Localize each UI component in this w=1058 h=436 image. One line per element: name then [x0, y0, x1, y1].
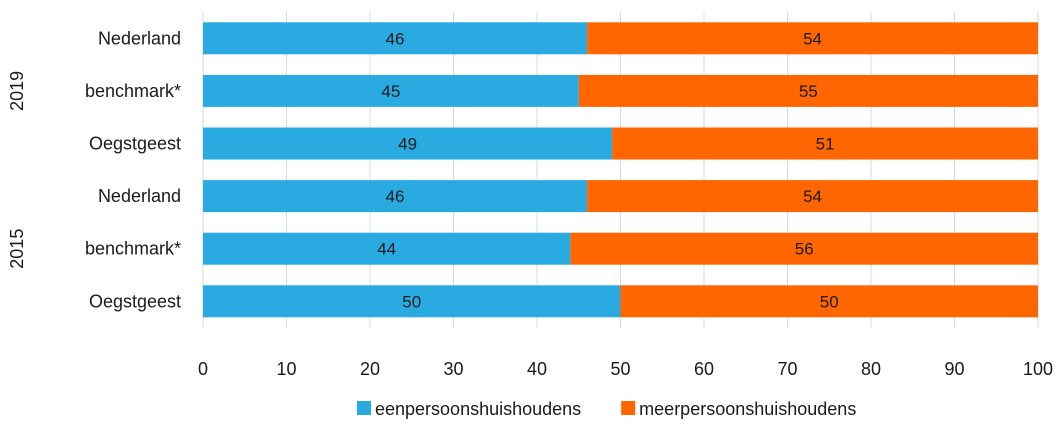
category-label: Oegstgeest — [89, 134, 181, 154]
data-label: 54 — [803, 187, 822, 206]
group-label: 2015 — [7, 229, 27, 269]
data-label: 49 — [398, 135, 417, 154]
category-label: Nederland — [98, 186, 181, 206]
x-tick-label: 60 — [694, 359, 714, 379]
bar-segment — [203, 232, 571, 265]
bar-segment — [203, 180, 588, 213]
x-tick-label: 50 — [610, 359, 630, 379]
legend-label: eenpersoonshuishoudens — [375, 399, 581, 419]
category-labels: Nederland benchmark* Oegstgeest Nederland be… — [85, 28, 181, 311]
bar-segment — [587, 180, 1038, 213]
bar-segment — [587, 22, 1038, 55]
category-label: Oegstgeest — [89, 291, 181, 311]
category-label: Nederland — [98, 28, 181, 48]
data-label: 55 — [799, 82, 818, 101]
data-label: 44 — [377, 240, 396, 259]
x-tick-label: 90 — [944, 359, 964, 379]
x-tick-label: 30 — [443, 359, 463, 379]
data-label: 51 — [816, 135, 835, 154]
group-label: 2019 — [7, 71, 27, 111]
legend: eenpersoonshuishoudens meerpersoonshuisho… — [357, 399, 856, 419]
bar-segment — [612, 127, 1038, 160]
data-label: 50 — [402, 292, 421, 311]
x-tick-label: 40 — [527, 359, 547, 379]
bar-segment — [578, 74, 1038, 107]
legend-swatch — [357, 401, 371, 415]
data-label: 54 — [803, 29, 822, 48]
data-label: 46 — [386, 187, 405, 206]
x-tick-label: 70 — [777, 359, 797, 379]
bar-segment — [203, 127, 613, 160]
bar-segment — [203, 74, 579, 107]
legend-swatch — [621, 401, 636, 415]
x-axis: 0 10 20 30 40 50 60 70 80 90 100 — [198, 359, 1053, 379]
data-label: 56 — [795, 240, 814, 259]
bar-segment — [570, 232, 1038, 265]
bar-segment — [203, 22, 588, 55]
data-label: 45 — [381, 82, 400, 101]
category-label: benchmark* — [85, 81, 181, 101]
bar-segment — [620, 285, 1038, 318]
data-label: 46 — [386, 29, 405, 48]
bar-segment — [203, 285, 621, 318]
x-tick-label: 20 — [360, 359, 380, 379]
x-tick-label: 0 — [198, 359, 208, 379]
data-label: 50 — [820, 292, 839, 311]
category-label: benchmark* — [85, 239, 181, 259]
group-labels: 2019 2015 — [7, 71, 27, 269]
x-tick-label: 10 — [276, 359, 296, 379]
x-tick-label: 80 — [861, 359, 881, 379]
bars: 46 54 45 55 49 51 46 54 44 56 50 50 — [203, 22, 1038, 318]
x-tick-label: 100 — [1023, 359, 1053, 379]
legend-label: meerpersoonshuishoudens — [639, 399, 856, 419]
gridlines — [202, 12, 1039, 328]
